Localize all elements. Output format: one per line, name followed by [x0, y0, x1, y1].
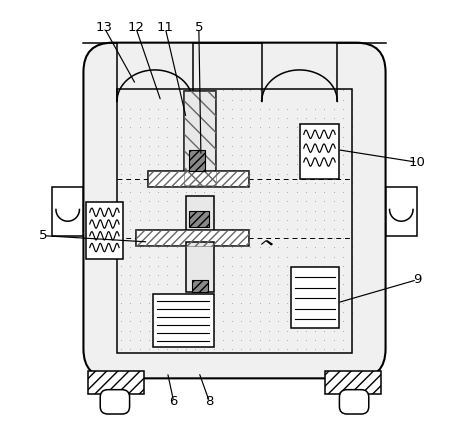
Bar	[186, 242, 213, 292]
Bar	[291, 267, 340, 328]
Bar	[386, 187, 417, 236]
Bar	[88, 371, 144, 394]
FancyBboxPatch shape	[100, 390, 129, 414]
Bar	[300, 125, 340, 179]
Text: 9: 9	[413, 273, 421, 286]
Bar	[117, 89, 352, 353]
Bar	[149, 171, 249, 187]
Bar	[192, 280, 208, 292]
Text: 12: 12	[128, 21, 144, 35]
Bar	[184, 91, 216, 185]
Text: 5: 5	[195, 21, 203, 35]
Bar	[325, 371, 381, 394]
Bar	[186, 196, 213, 236]
Bar	[153, 294, 213, 347]
Bar	[136, 230, 249, 246]
Text: 10: 10	[408, 156, 425, 169]
Bar	[184, 91, 216, 185]
Text: 6: 6	[169, 395, 178, 408]
FancyBboxPatch shape	[83, 43, 386, 378]
Text: 8: 8	[205, 395, 213, 408]
Bar	[52, 187, 83, 236]
Bar	[189, 149, 205, 171]
Bar	[189, 210, 209, 227]
Bar	[136, 230, 249, 246]
Text: 5: 5	[39, 229, 48, 242]
Text: 11: 11	[157, 21, 174, 35]
Bar	[149, 171, 249, 187]
Text: 13: 13	[96, 21, 113, 35]
Bar	[85, 202, 123, 259]
FancyBboxPatch shape	[340, 390, 369, 414]
